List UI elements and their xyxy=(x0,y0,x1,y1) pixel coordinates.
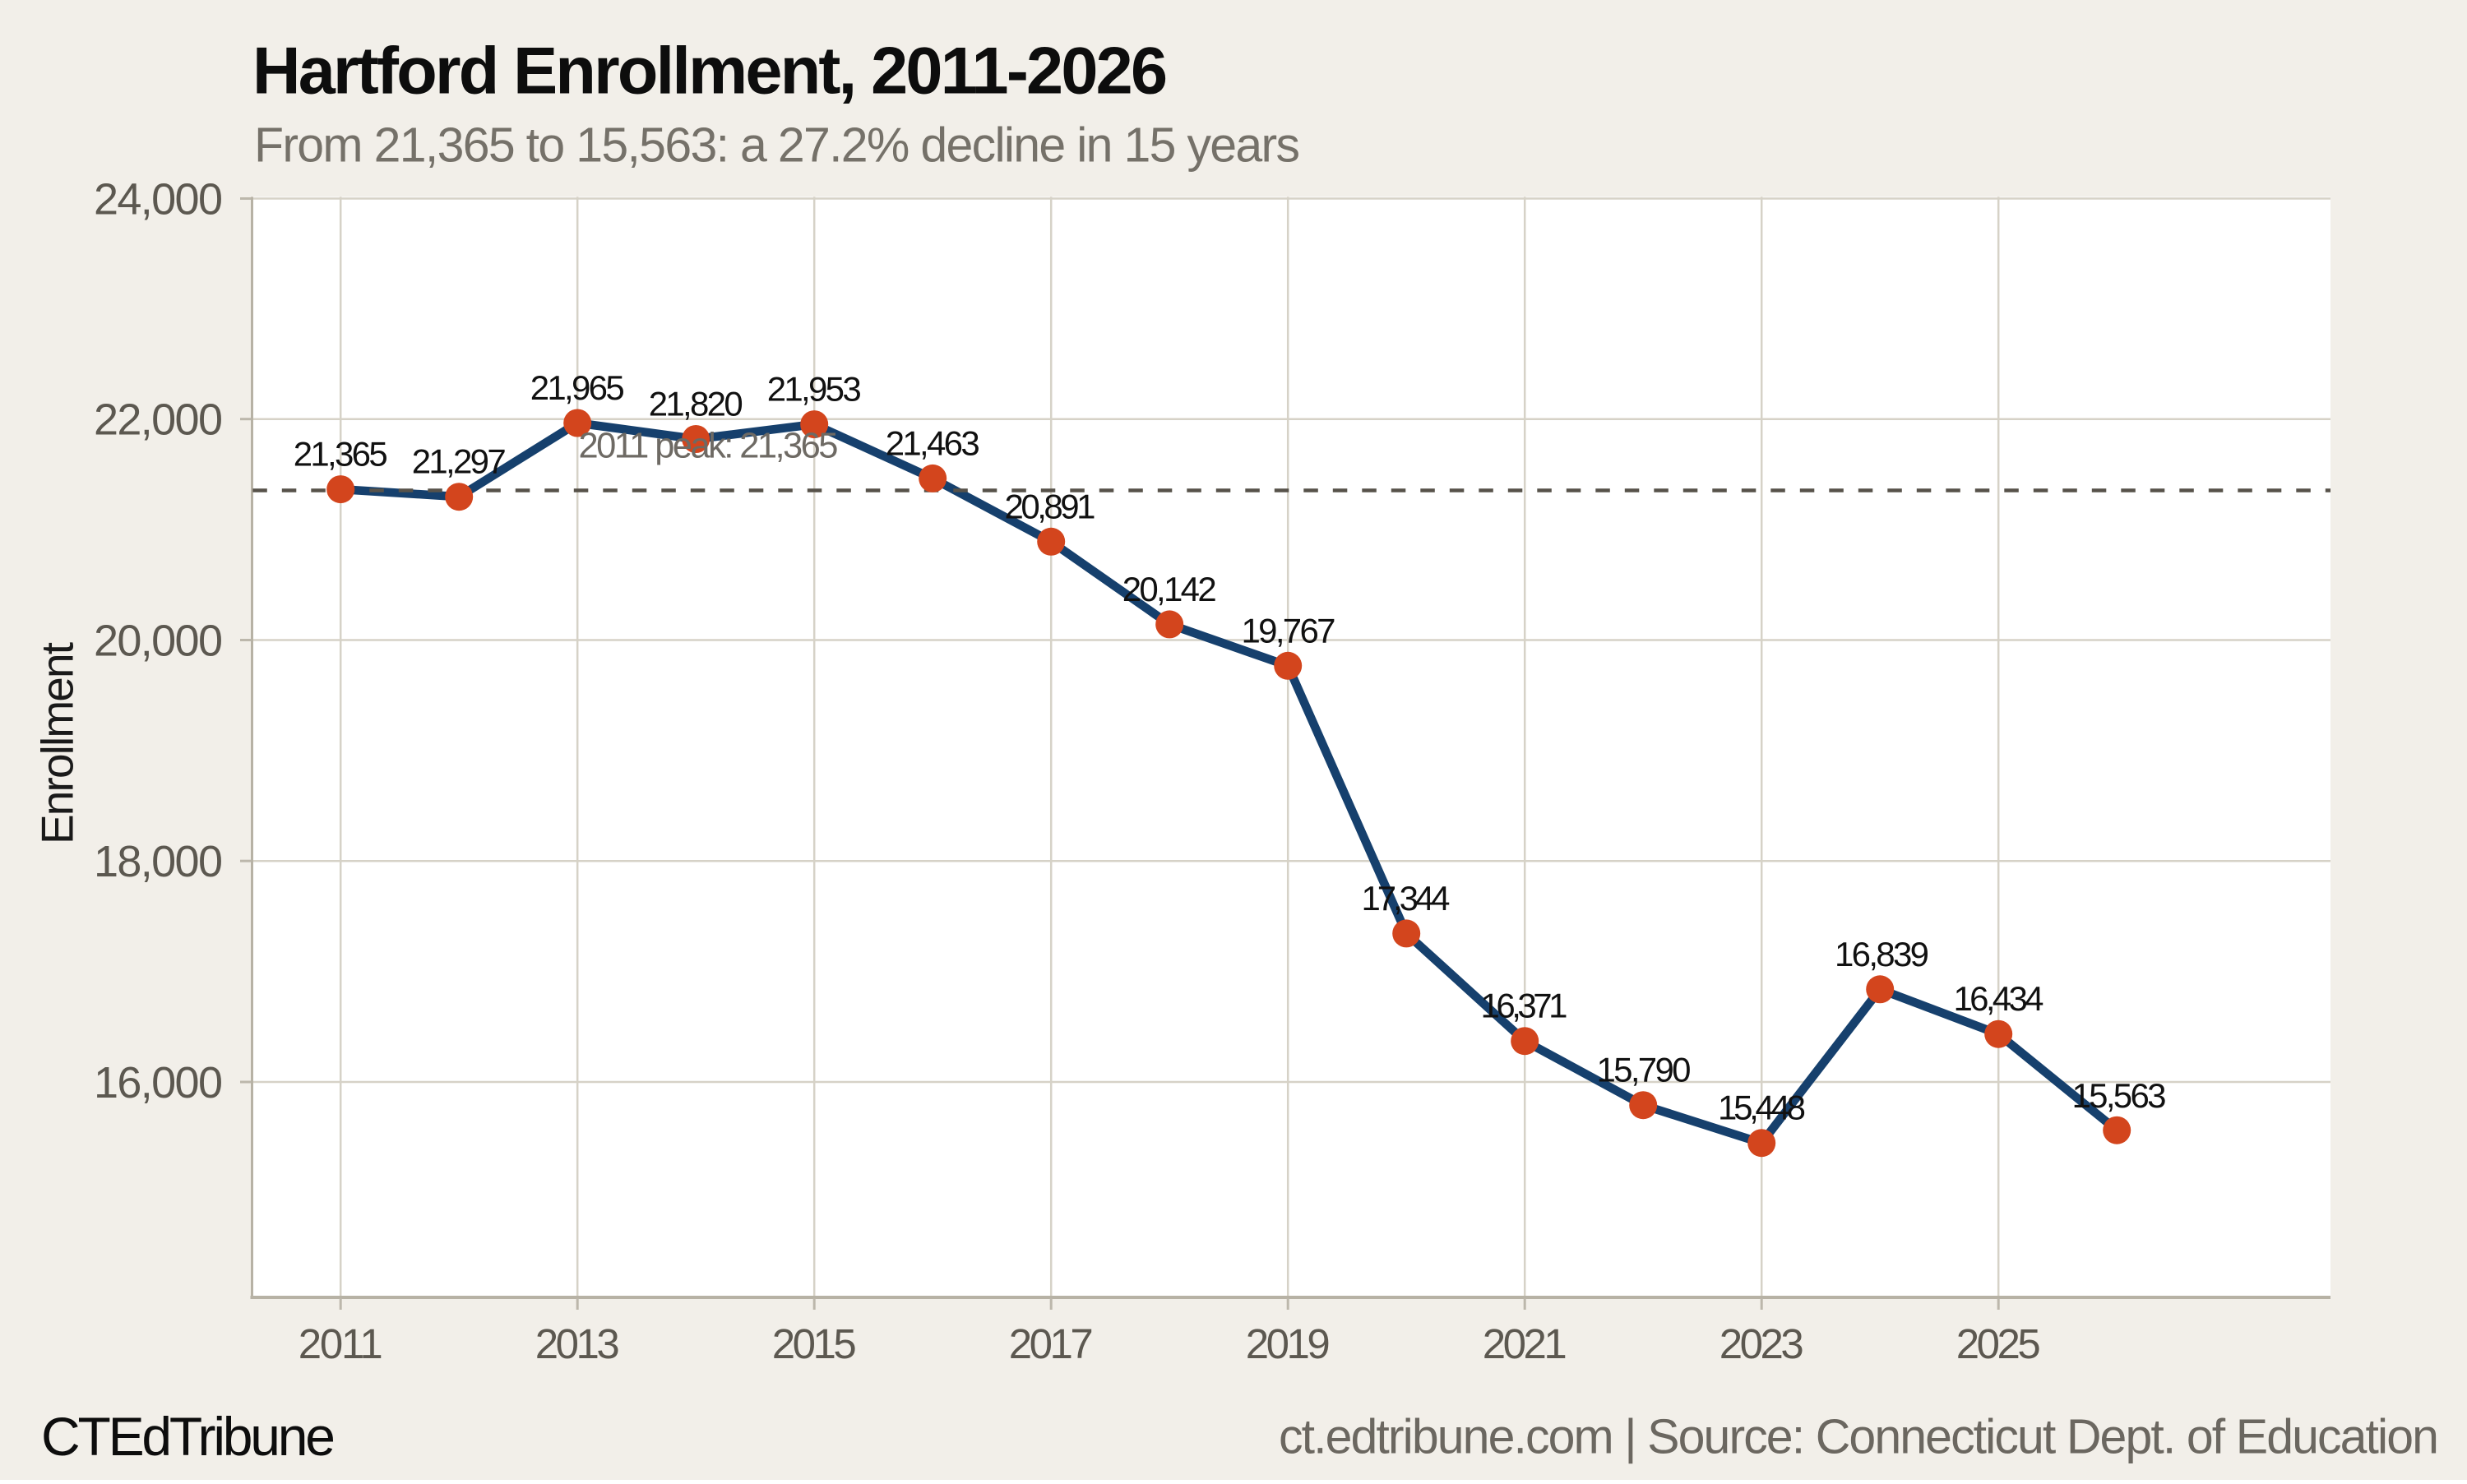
svg-text:19,767: 19,767 xyxy=(1242,611,1336,650)
svg-text:2025: 2025 xyxy=(1956,1320,2041,1367)
svg-text:20,000: 20,000 xyxy=(94,616,223,665)
svg-text:21,953: 21,953 xyxy=(767,370,862,409)
svg-text:2019: 2019 xyxy=(1246,1320,1331,1367)
svg-text:2017: 2017 xyxy=(1009,1320,1094,1367)
svg-text:16,839: 16,839 xyxy=(1835,935,1929,973)
svg-text:20,142: 20,142 xyxy=(1122,570,1217,608)
svg-text:Enrollment: Enrollment xyxy=(32,642,83,844)
svg-text:16,000: 16,000 xyxy=(94,1058,223,1107)
svg-text:15,563: 15,563 xyxy=(2072,1076,2167,1115)
svg-text:20,891: 20,891 xyxy=(1005,487,1096,525)
svg-text:2011 peak: 21,365: 2011 peak: 21,365 xyxy=(579,427,839,466)
svg-text:21,297: 21,297 xyxy=(412,442,507,481)
svg-text:Hartford Enrollment, 2011-2026: Hartford Enrollment, 2011-2026 xyxy=(252,35,1168,109)
svg-text:From 21,365 to 15,563: a 27.2%: From 21,365 to 15,563: a 27.2% decline i… xyxy=(254,118,1300,172)
svg-text:16,434: 16,434 xyxy=(1954,979,2044,1018)
svg-text:21,965: 21,965 xyxy=(530,368,625,407)
svg-text:15,790: 15,790 xyxy=(1597,1051,1692,1089)
svg-text:CTEdTribune: CTEdTribune xyxy=(41,1406,336,1467)
svg-text:2021: 2021 xyxy=(1483,1320,1567,1367)
svg-text:22,000: 22,000 xyxy=(94,395,223,445)
svg-text:2015: 2015 xyxy=(772,1320,857,1367)
svg-text:16,371: 16,371 xyxy=(1481,987,1568,1025)
svg-text:21,365: 21,365 xyxy=(294,435,388,474)
svg-text:24,000: 24,000 xyxy=(94,174,223,224)
svg-text:15,448: 15,448 xyxy=(1718,1089,1806,1127)
svg-text:18,000: 18,000 xyxy=(94,837,223,886)
svg-text:21,820: 21,820 xyxy=(649,385,743,423)
svg-text:ct.edtribune.com | Source: Con: ct.edtribune.com | Source: Connecticut D… xyxy=(1279,1409,2439,1463)
svg-text:21,463: 21,463 xyxy=(886,423,980,462)
svg-text:2023: 2023 xyxy=(1719,1320,1804,1367)
svg-text:2013: 2013 xyxy=(535,1320,620,1367)
svg-text:2011: 2011 xyxy=(299,1320,383,1367)
svg-text:17,344: 17,344 xyxy=(1362,879,1451,918)
